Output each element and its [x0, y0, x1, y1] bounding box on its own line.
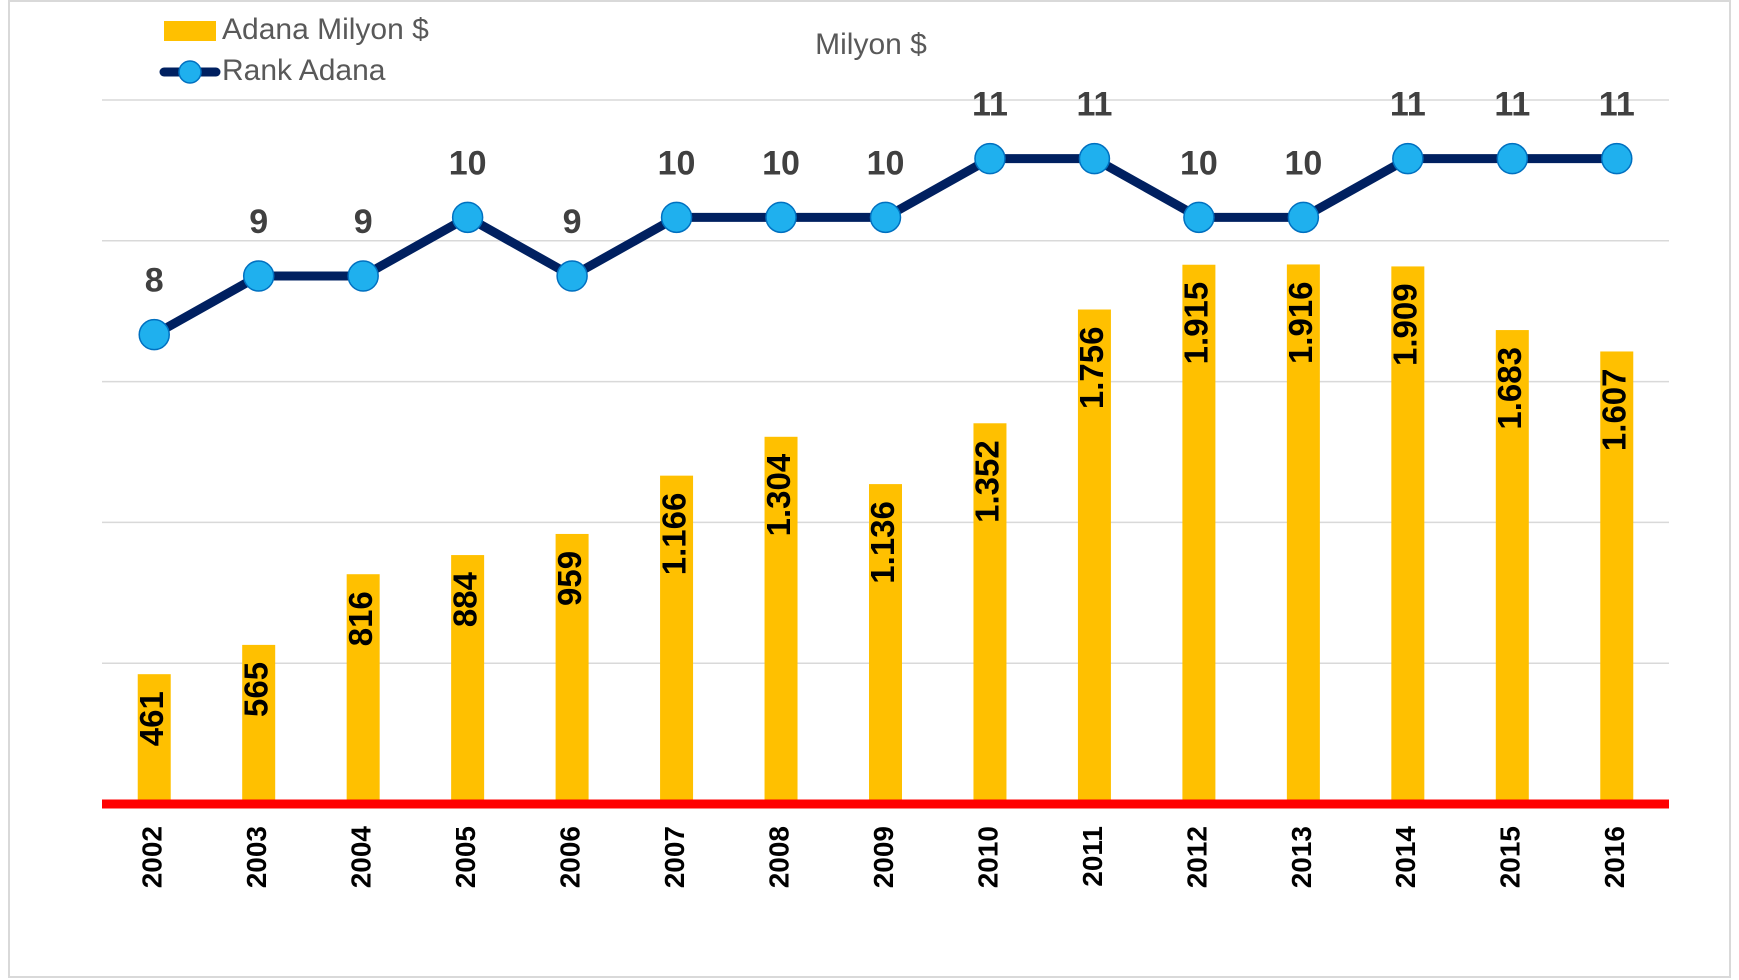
x-tick-label: 2011	[1077, 826, 1108, 887]
bar-value-label: 1.683	[1491, 347, 1528, 430]
bar	[451, 555, 485, 804]
line-value-label: 10	[867, 144, 905, 182]
line-marker	[1183, 201, 1215, 234]
legend-label: Rank Adana	[222, 54, 386, 87]
line-value-label: 11	[1076, 86, 1112, 124]
line-value-label: 9	[249, 203, 268, 241]
x-tick-label: 2005	[450, 826, 481, 888]
bar	[973, 423, 1007, 804]
line-value-label: 11	[1494, 86, 1530, 124]
line-value-label: 11	[1390, 86, 1426, 124]
line-marker	[869, 201, 902, 234]
bar-value-label: 959	[551, 551, 588, 606]
bar-value-label: 565	[237, 662, 274, 717]
x-tick-label: 2014	[1390, 826, 1421, 889]
bar-value-label: 1.136	[864, 501, 901, 584]
bar	[1600, 351, 1634, 804]
line-value-label: 10	[449, 144, 487, 182]
legend-label: Adana Milyon $	[222, 13, 429, 46]
line-marker	[451, 201, 484, 234]
line-marker	[556, 260, 588, 292]
x-tick-label: 2012	[1181, 826, 1212, 888]
line-marker	[1496, 142, 1529, 175]
x-tick-label: 2015	[1495, 826, 1526, 888]
line-marker	[660, 201, 693, 234]
x-tick-label: 2003	[241, 826, 272, 888]
bar	[1182, 264, 1216, 805]
x-tick-label: 2004	[346, 826, 377, 889]
x-tick-label: 2007	[659, 826, 690, 888]
line-value-label: 8	[145, 262, 164, 300]
line-value-label: 11	[972, 86, 1008, 124]
bar-value-label: 1.909	[1387, 283, 1424, 366]
bar	[1495, 330, 1529, 804]
legend-swatch	[164, 21, 216, 41]
line-marker	[1392, 142, 1424, 175]
bar-value-label: 1.352	[969, 440, 1006, 523]
bar	[764, 436, 798, 804]
bar	[242, 644, 276, 804]
x-tick-label: 2016	[1599, 826, 1630, 888]
line-value-label: 10	[1180, 144, 1218, 182]
bar	[869, 484, 902, 804]
line-value-label: 9	[563, 203, 582, 241]
bar-value-label: 461	[133, 691, 170, 746]
bar-value-label: 1.304	[760, 453, 797, 536]
x-tick-label: 2002	[137, 826, 168, 888]
bar	[346, 574, 380, 804]
line-marker	[765, 201, 797, 234]
x-tick-label: 2009	[868, 826, 899, 888]
line-value-label: 9	[354, 203, 373, 241]
line-marker	[242, 260, 275, 292]
line-marker	[347, 260, 379, 292]
x-tick-label: 2008	[763, 826, 794, 888]
bar-value-label: 1.166	[655, 493, 692, 576]
line-marker	[974, 142, 1006, 175]
line-value-label: 11	[1599, 86, 1635, 124]
line-value-label: 10	[1284, 144, 1322, 182]
bar-value-label: 884	[446, 571, 483, 627]
line-marker	[1601, 142, 1633, 175]
line-value-label: 10	[658, 144, 696, 182]
bar-value-label: 1.915	[1178, 282, 1215, 365]
bar-value-label: 1.607	[1595, 368, 1632, 451]
line-marker	[1287, 201, 1320, 234]
bar-value-label: 1.756	[1073, 327, 1110, 410]
line-value-label: 10	[762, 144, 800, 182]
line-marker	[138, 318, 170, 351]
bar	[1391, 266, 1425, 804]
bar	[1077, 309, 1111, 804]
bar	[1286, 264, 1320, 804]
x-tick-label: 2013	[1286, 826, 1317, 888]
line-marker	[1078, 142, 1111, 175]
bar	[137, 674, 171, 804]
bar	[660, 475, 694, 804]
bar-value-label: 816	[342, 591, 379, 646]
bar-value-label: 1.916	[1282, 281, 1319, 364]
legend-marker	[178, 60, 202, 84]
bar	[555, 533, 589, 804]
x-tick-label: 2010	[972, 826, 1003, 888]
chart-title: Milyon $	[815, 28, 927, 61]
x-tick-label: 2006	[554, 826, 585, 888]
